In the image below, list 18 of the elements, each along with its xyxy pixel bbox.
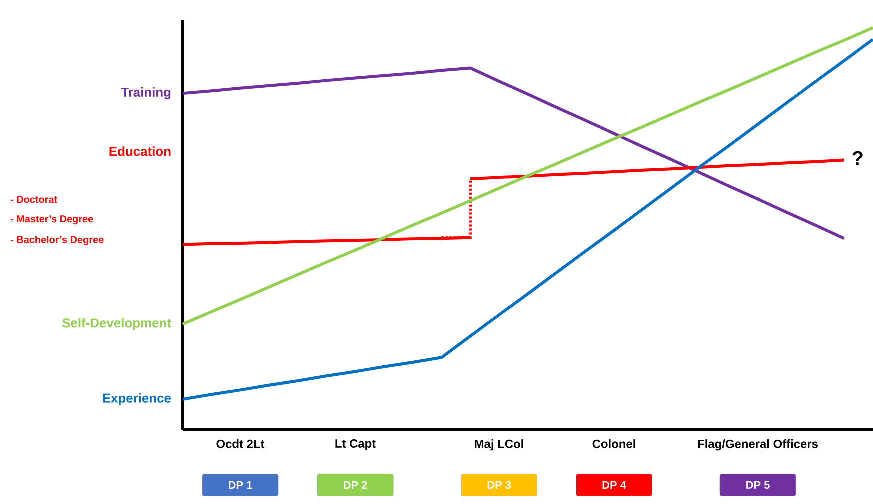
text: - Doctorat — [10, 196, 58, 204]
x-tick-label: Ocdt 2Lt — [216, 440, 265, 448]
annotation: ? — [852, 151, 863, 166]
text: DP 1 — [229, 481, 252, 489]
text: DP 3 — [488, 481, 512, 490]
series-label: Training — [121, 87, 171, 100]
x-tick-label: Maj LCol — [475, 440, 524, 451]
text: - Bachelor’s Degree — [10, 236, 104, 246]
x-tick-label: Lt Capt — [336, 440, 376, 450]
text: DP 2 — [344, 481, 368, 490]
text: - Master’s Degree — [10, 216, 94, 225]
x-tick-label: Flag/General Officers — [698, 440, 818, 451]
x-tick-label: Colonel — [592, 440, 636, 448]
series-label: Self-Development — [62, 318, 172, 330]
text: Education — [110, 146, 171, 156]
text: DP 4 — [602, 481, 626, 489]
text: DP 5 — [746, 481, 770, 490]
series-label: Experience — [103, 393, 172, 406]
